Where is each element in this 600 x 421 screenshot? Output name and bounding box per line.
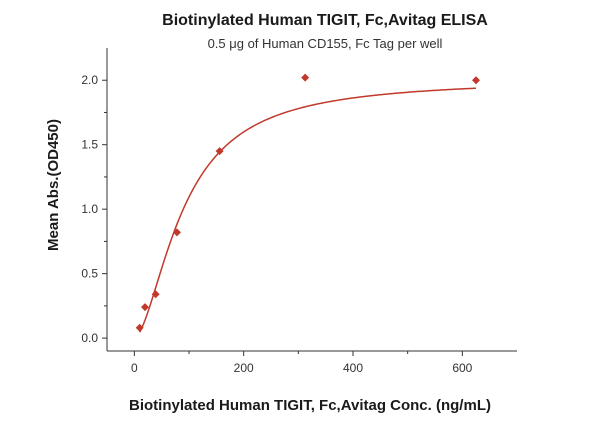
x-ticks: 0 200 400 600	[131, 351, 473, 375]
chart-subtitle: 0.5 μg of Human CD155, Fc Tag per well	[208, 36, 443, 51]
data-point-diamond	[151, 290, 160, 299]
y-axis-label: Mean Abs.(OD450)	[45, 119, 62, 251]
y-tick-label: 1.5	[81, 138, 98, 152]
data-point-diamond	[301, 73, 310, 82]
x-axis-label: Biotinylated Human TIGIT, Fc,Avitag Conc…	[129, 397, 491, 414]
axes	[106, 48, 517, 352]
data-point-diamond	[140, 303, 149, 312]
x-tick-label: 400	[343, 361, 363, 375]
x-tick-label: 600	[452, 361, 472, 375]
y-tick-label: 0.0	[81, 331, 98, 345]
y-tick-label: 0.5	[81, 267, 98, 281]
x-tick-label: 0	[131, 361, 138, 375]
data-point-diamond	[135, 323, 144, 332]
data-point-diamond	[472, 76, 480, 85]
data-points	[135, 73, 480, 332]
y-tick-label: 2.0	[81, 73, 98, 87]
data-point-diamond	[215, 147, 224, 156]
chart-title: Biotinylated Human TIGIT, Fc,Avitag ELIS…	[162, 12, 488, 29]
y-ticks: 0.0 0.5 1.0 1.5 2.0	[81, 73, 107, 345]
fit-curve	[139, 87, 477, 333]
x-tick-label: 200	[234, 361, 254, 375]
data-point-diamond	[172, 228, 181, 237]
y-tick-label: 1.0	[81, 202, 98, 216]
